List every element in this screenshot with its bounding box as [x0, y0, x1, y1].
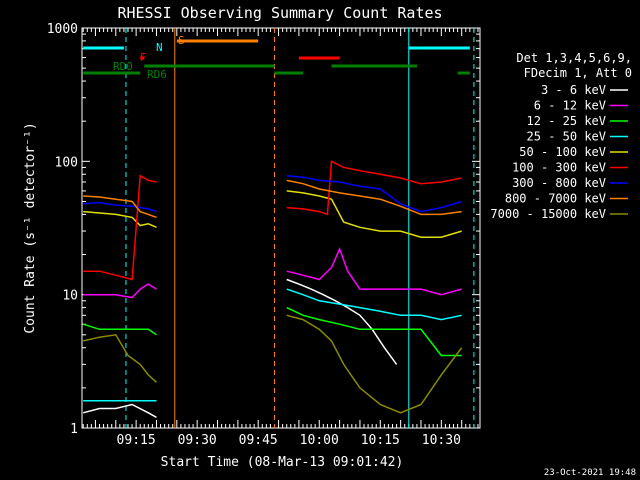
series-line: [286, 160, 462, 216]
series-line: [83, 210, 157, 228]
legend-entry-label: 12 - 25 keV: [527, 114, 606, 128]
x-tick-label: 09:15: [117, 433, 156, 448]
series-line: [83, 195, 157, 219]
legend-entry-label: 800 - 7000 keV: [505, 192, 606, 206]
legend-entry-label: 7000 - 15000 keV: [490, 207, 606, 221]
legend-entry-label: 25 - 50 keV: [527, 130, 606, 144]
legend-header-line-1: Det 1,3,4,5,6,9,: [516, 51, 632, 65]
series-line: [83, 333, 158, 383]
series-line: [286, 179, 462, 216]
x-tick-label: 10:00: [300, 433, 339, 448]
chart-title: RHESSI Observing Summary Count Rates: [117, 4, 442, 22]
x-tick-label: 10:15: [361, 433, 400, 448]
series-line: [286, 278, 398, 365]
y-tick-label: 10: [62, 289, 78, 304]
plot-area: 1 10 100 1000 09:15 09:30 09:45 10:00 10:15 10:30…: [47, 22, 628, 448]
flag-label: S: [178, 34, 185, 47]
series-line: [82, 323, 157, 336]
flag-label: RD0: [113, 60, 133, 73]
series-line: [83, 403, 157, 419]
legend-entry-label: 100 - 300 keV: [512, 161, 606, 175]
y-tick-label: 100: [55, 155, 78, 170]
flag-label: F: [140, 51, 147, 64]
footer-timestamp: 23-Oct-2021 19:48: [544, 468, 636, 478]
series-line: [286, 314, 463, 414]
flag-label: RD6: [147, 68, 167, 81]
x-tick-label: 10:30: [422, 433, 461, 448]
series-line: [286, 246, 462, 296]
legend-entry-label: 6 - 12 keV: [534, 99, 606, 113]
series-line: [286, 190, 462, 238]
legend-header-line-2: FDecim 1, Att 0: [524, 66, 632, 80]
series-line: [83, 283, 157, 299]
series-line: [286, 288, 462, 321]
legend-entry-label: 3 - 6 keV: [541, 83, 606, 97]
series-line: [286, 306, 462, 357]
y-tick-label: 1000: [47, 22, 78, 37]
x-axis-label: Start Time (08-Mar-13 09:01:42): [161, 455, 404, 470]
series-line: [286, 174, 462, 213]
series-line: [83, 201, 157, 213]
x-tick-label: 09:45: [239, 433, 278, 448]
plot-frame: [81, 27, 481, 429]
legend-entry-label: 50 - 100 keV: [519, 145, 606, 159]
y-axis-label: Count Rate (s⁻¹ detector⁻¹): [23, 122, 38, 333]
legend-entry-label: 300 - 800 keV: [512, 176, 606, 190]
series-line: [83, 174, 157, 281]
x-tick-label: 09:30: [178, 433, 217, 448]
flag-label: N: [156, 41, 163, 54]
y-tick-label: 1: [70, 422, 78, 437]
